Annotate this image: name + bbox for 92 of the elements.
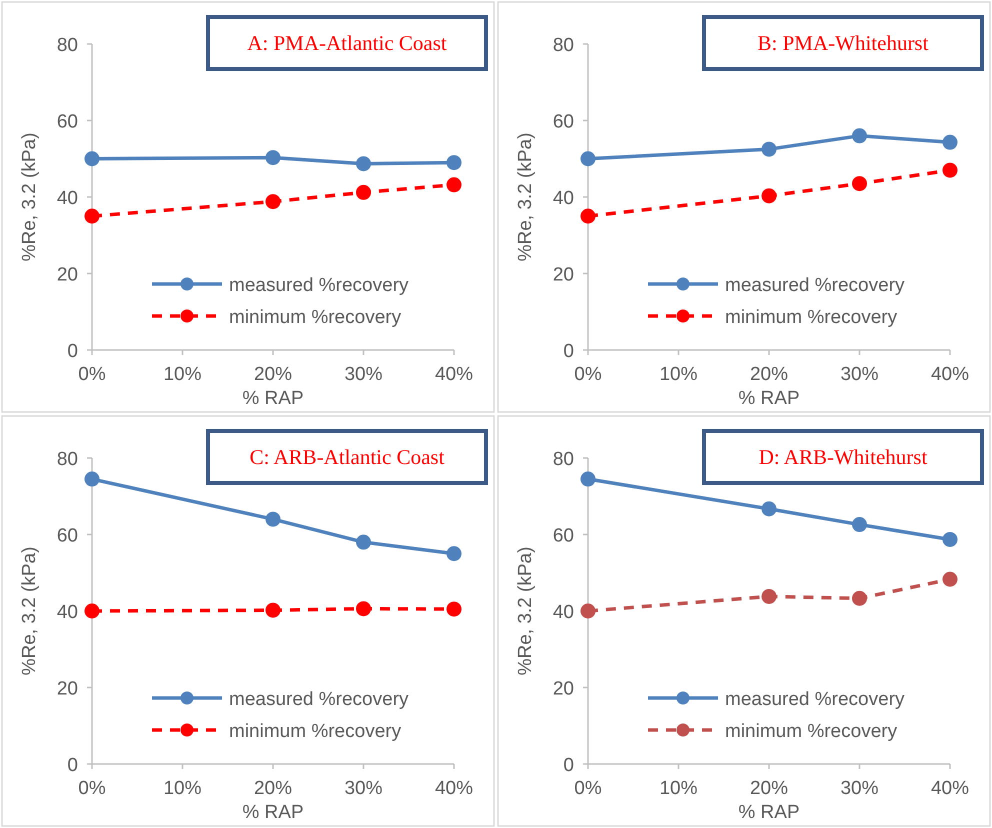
x-tick-label: 0% <box>78 778 106 799</box>
point <box>942 162 958 178</box>
x-tick-label: 20% <box>254 778 292 799</box>
point <box>942 532 958 547</box>
x-tick-label: 0% <box>574 364 602 385</box>
x-tick-label: 10% <box>659 364 698 385</box>
y-tick-label: 0 <box>563 341 574 362</box>
point <box>84 604 100 618</box>
y-tick-label: 80 <box>56 449 78 470</box>
point <box>356 601 371 616</box>
x-tick-label: 40% <box>434 364 474 385</box>
y-tick-label: 40 <box>552 602 574 623</box>
x-tick-label: 40% <box>930 778 970 799</box>
x-axis-title: % RAP <box>242 802 304 823</box>
y-tick-label: 60 <box>552 526 574 546</box>
x-tick-label: 30% <box>344 364 383 385</box>
point <box>84 208 100 224</box>
y-tick-label: 20 <box>56 264 78 286</box>
chart-title: A: PMA-Atlantic Coast <box>247 31 447 55</box>
point <box>356 184 371 200</box>
legend-label: minimum %recovery <box>725 307 898 328</box>
x-tick-label: 20% <box>750 778 788 799</box>
y-axis-title: %Re, 3.2 (kPa) <box>515 132 536 262</box>
x-axis-title: % RAP <box>242 388 304 409</box>
y-tick-label: 40 <box>552 188 574 209</box>
y-tick-label: 80 <box>552 449 574 470</box>
legend-label: measured %recovery <box>229 275 410 296</box>
y-tick-label: 40 <box>56 602 78 623</box>
y-tick-label: 0 <box>67 341 78 362</box>
y-axis-title: %Re, 3.2 (kPa) <box>515 546 536 676</box>
point <box>852 128 867 144</box>
point <box>762 142 776 157</box>
point <box>446 602 462 617</box>
y-tick-label: 80 <box>552 35 574 56</box>
x-tick-label: 10% <box>659 778 698 799</box>
y-tick-label: 60 <box>56 112 78 132</box>
x-tick-label: 30% <box>840 778 879 799</box>
point <box>580 472 596 487</box>
legend-label: measured %recovery <box>725 689 906 710</box>
point <box>762 501 776 516</box>
y-tick-label: 60 <box>552 112 574 132</box>
x-axis-title: % RAP <box>738 388 800 409</box>
x-tick-label: 30% <box>840 364 879 385</box>
chart-title: C: ARB-Atlantic Coast <box>250 445 445 469</box>
point <box>266 602 280 618</box>
x-tick-label: 20% <box>750 364 788 385</box>
y-tick-label: 20 <box>552 264 574 286</box>
point <box>266 150 280 166</box>
y-tick-label: 0 <box>67 755 78 776</box>
y-tick-label: 0 <box>563 755 574 776</box>
y-tick-label: 20 <box>56 678 78 700</box>
chart-title: B: PMA-Whitehurst <box>758 31 929 55</box>
y-axis-title: %Re, 3.2 (kPa) <box>19 132 40 262</box>
point <box>84 472 100 487</box>
point <box>266 194 280 210</box>
x-tick-label: 10% <box>163 364 202 385</box>
y-tick-label: 20 <box>552 678 574 700</box>
x-axis-title: % RAP <box>738 802 800 823</box>
point <box>852 176 867 192</box>
x-tick-label: 40% <box>434 778 474 799</box>
point <box>942 134 958 150</box>
y-tick-label: 60 <box>56 526 78 546</box>
legend-label: measured %recovery <box>725 275 906 296</box>
point <box>446 177 462 192</box>
y-tick-label: 80 <box>56 35 78 56</box>
legend-label: minimum %recovery <box>229 721 402 742</box>
point <box>852 590 867 606</box>
point <box>266 512 280 527</box>
point <box>446 155 462 170</box>
point <box>580 151 596 166</box>
x-tick-label: 40% <box>930 364 970 385</box>
y-tick-label: 40 <box>56 188 78 209</box>
point <box>852 517 867 532</box>
legend-label: minimum %recovery <box>229 307 402 328</box>
point <box>762 188 776 204</box>
x-tick-label: 0% <box>78 364 106 385</box>
legend-label: measured %recovery <box>229 689 410 710</box>
x-tick-label: 10% <box>163 778 202 799</box>
point <box>580 604 596 618</box>
point <box>356 156 371 172</box>
point <box>580 208 596 224</box>
x-tick-label: 30% <box>344 778 383 799</box>
point <box>446 546 462 562</box>
x-tick-label: 0% <box>574 778 602 799</box>
legend-label: minimum %recovery <box>725 721 898 742</box>
point <box>356 534 371 550</box>
point <box>84 151 100 166</box>
y-axis-title: %Re, 3.2 (kPa) <box>19 546 40 676</box>
point <box>942 572 958 587</box>
point <box>762 588 776 604</box>
x-tick-label: 20% <box>254 364 292 385</box>
chart-title: D: ARB-Whitehurst <box>758 445 928 469</box>
